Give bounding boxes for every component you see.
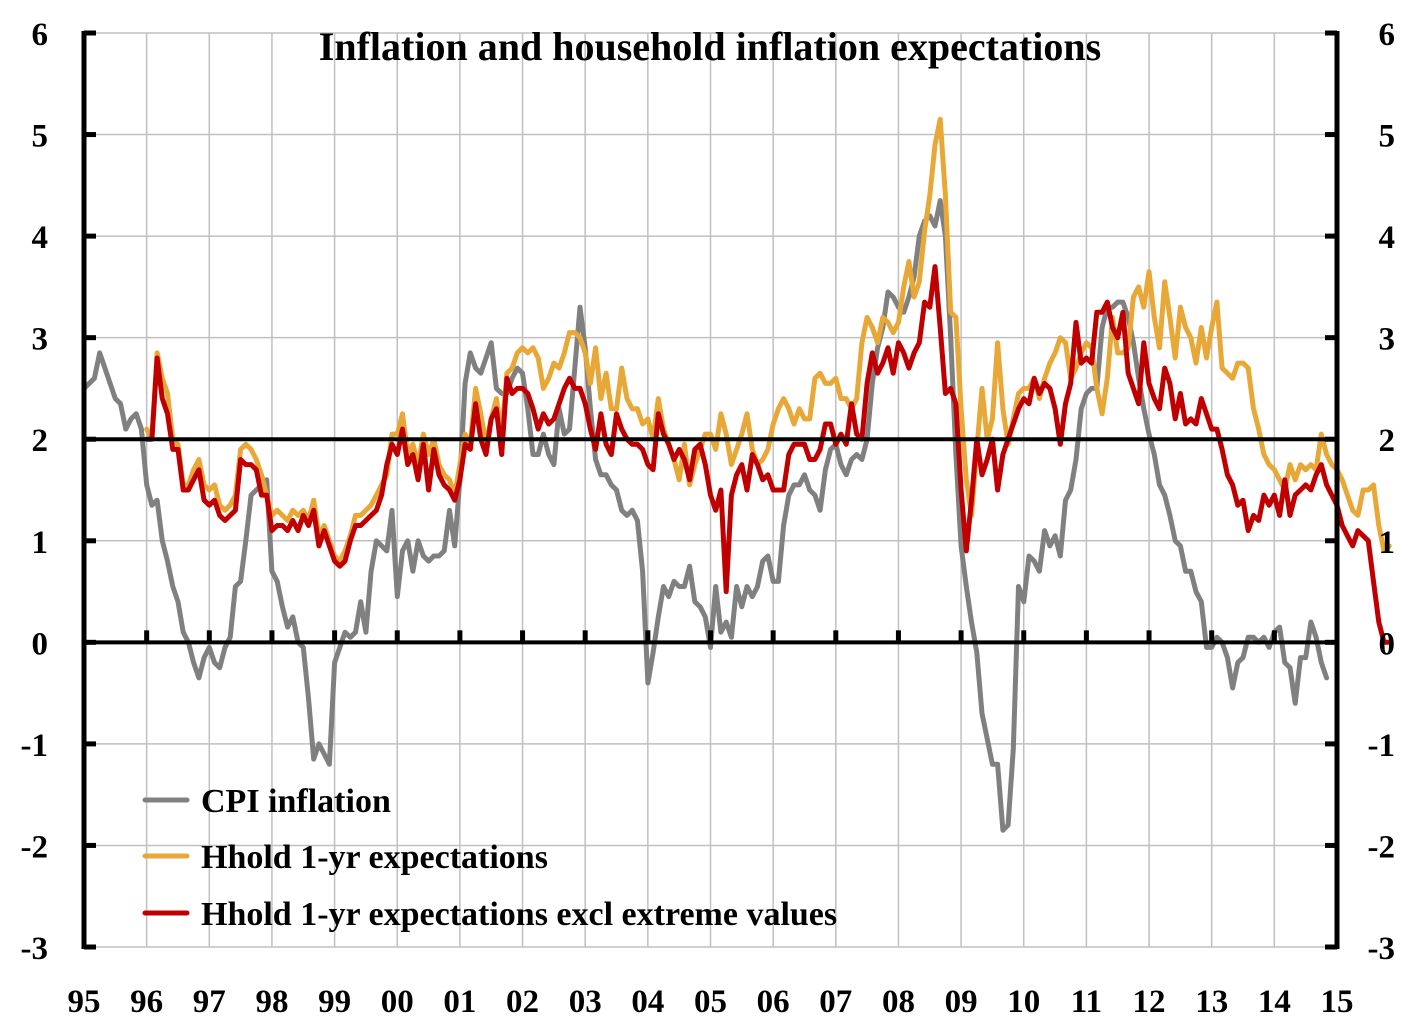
y-tick-label-left: 3 — [32, 322, 49, 358]
y-tick-labels-right: -3 -2 -1 0 1 2 3 4 5 6 — [1368, 17, 1396, 967]
x-tick-label: 00 — [381, 984, 414, 1020]
x-tick-label: 03 — [569, 984, 602, 1020]
x-tick-label: 12 — [1133, 984, 1166, 1020]
legend: CPI inflation Hhold 1-yr expectations Hh… — [142, 783, 837, 933]
x-tick-label: 11 — [1071, 984, 1102, 1020]
y-tick-label-right: 3 — [1379, 322, 1396, 358]
series-line-cpi — [81, 198, 1330, 833]
y-tick-label-right: 1 — [1379, 525, 1396, 561]
legend-item-hhold: Hhold 1-yr expectations — [142, 839, 548, 876]
axes — [81, 30, 1340, 950]
y-tick-labels-left: -3 -2 -1 0 1 2 3 4 5 6 — [21, 17, 49, 967]
x-tick-label: 06 — [757, 984, 790, 1020]
x-tick-label: 08 — [882, 984, 915, 1020]
y-tick-label-right: 6 — [1379, 17, 1396, 53]
y-tick-label-left: -1 — [21, 728, 49, 764]
x-tick-label: 14 — [1258, 984, 1291, 1020]
x-tick-label: 96 — [130, 984, 163, 1020]
x-tick-label: 04 — [631, 984, 664, 1020]
y-tick-label-left: 0 — [32, 626, 49, 662]
y-tick-label-right: -2 — [1368, 829, 1396, 865]
y-tick-label-right: -1 — [1368, 728, 1396, 764]
legend-item-hhold-excl: Hhold 1-yr expectations excl extreme val… — [142, 896, 837, 933]
y-tick-label-right: 0 — [1379, 626, 1396, 662]
series-lines — [81, 116, 1392, 833]
y-tick-label-left: 6 — [32, 17, 49, 53]
x-tick-label: 05 — [694, 984, 727, 1020]
y-tick-label-left: 1 — [32, 525, 49, 561]
y-tick-label-left: 5 — [32, 119, 49, 155]
y-tick-label-left: -2 — [21, 829, 49, 865]
x-tick-label: 02 — [506, 984, 539, 1020]
legend-label-hhold: Hhold 1-yr expectations — [201, 839, 548, 876]
series-line-hhold-excl — [144, 264, 1392, 645]
x-tick-label: 15 — [1321, 984, 1354, 1020]
x-tick-label: 07 — [819, 984, 852, 1020]
y-tick-label-right: 4 — [1379, 220, 1396, 256]
y-tick-label-left: 2 — [32, 423, 49, 459]
legend-label-cpi: CPI inflation — [201, 783, 391, 820]
x-tick-labels: 95 96 97 98 99 00 01 02 03 04 05 06 07 08 09 10 11 12 13 14… — [68, 984, 1354, 1020]
x-tick-label: 99 — [318, 984, 351, 1020]
series-line-hhold — [144, 116, 1392, 564]
legend-item-cpi: CPI inflation — [142, 783, 391, 820]
y-tick-label-right: 2 — [1379, 423, 1396, 459]
y-tick-label-left: 4 — [32, 220, 49, 256]
x-tick-label: 98 — [255, 984, 288, 1020]
chart-title: Inflation and household inflation expect… — [319, 24, 1101, 69]
x-tick-label: 10 — [1007, 984, 1040, 1020]
x-tick-label: 95 — [68, 984, 101, 1020]
legend-label-hhold-excl: Hhold 1-yr expectations excl extreme val… — [201, 896, 837, 933]
y-tick-label-right: 5 — [1379, 119, 1396, 155]
y-tick-label-right: -3 — [1368, 931, 1396, 967]
x-tick-label: 09 — [945, 984, 978, 1020]
x-tick-label: 01 — [443, 984, 476, 1020]
x-tick-label: 97 — [193, 984, 226, 1020]
x-tick-label: 13 — [1195, 984, 1228, 1020]
y-tick-label-left: -3 — [21, 931, 49, 967]
